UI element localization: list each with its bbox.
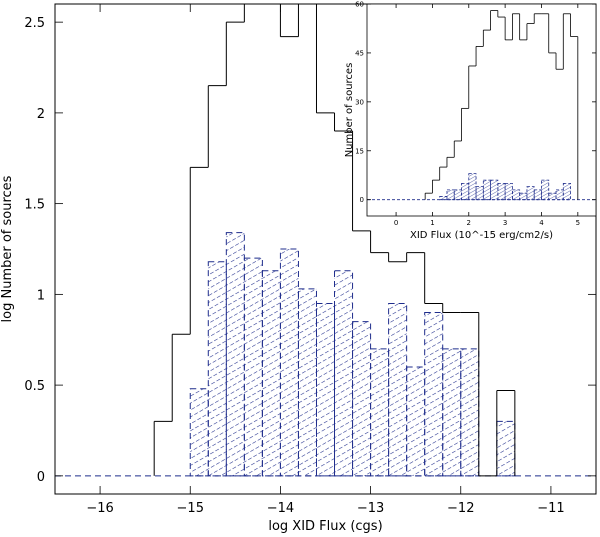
main-y-tick-label: 2.5 (24, 16, 45, 31)
inset-y-tick-label: 15 (355, 147, 364, 155)
main-subset-bar (334, 270, 354, 477)
main-subset-bar (261, 270, 281, 477)
main-x-tick-label: −15 (177, 501, 204, 516)
main-x-tick-label: −11 (537, 501, 564, 516)
main-y-axis-label: log Number of sources (0, 175, 15, 322)
main-y-ticks: 0 0.5 1 1.5 2 2.5 (24, 16, 596, 485)
main-subset-bar (297, 288, 317, 477)
main-subset-bar (207, 261, 227, 477)
inset-x-tick-label: 4 (539, 219, 544, 227)
inset-y-axis-label: Number of sources (344, 63, 355, 158)
main-subset-bar (189, 388, 209, 477)
inset-subset-bar (497, 182, 506, 201)
main-y-tick-label: 1.5 (24, 198, 45, 213)
main-subset-bar (279, 248, 299, 477)
main-plot-frame (54, 3, 597, 495)
inset-background (367, 4, 596, 216)
inset-subset-bar (468, 173, 477, 201)
inset-subset-bar (453, 189, 462, 201)
main-subset-bar (315, 302, 336, 477)
main-subset-bar (424, 312, 444, 477)
inset-y-tick-label: 60 (355, 1, 364, 9)
main-y-tick-label: 1 (37, 288, 45, 303)
main-subset-bar (460, 348, 480, 477)
inset-x-ticks: 0 1 2 3 4 5 (394, 4, 580, 227)
main-y-tick-label: 2 (37, 107, 45, 122)
inset-subset-bar (555, 189, 564, 201)
main-x-axis-label: log XID Flux (cgs) (268, 519, 382, 534)
main-subset-bar (243, 257, 263, 477)
main-x-tick-label: −12 (447, 501, 474, 516)
inset-subset-bar (475, 186, 484, 201)
main-subset-bar (352, 321, 372, 477)
inset-y-tick-label: 30 (355, 98, 364, 106)
main-chart: −16 −15 −14 −13 −12 −11 0 0.5 1 1.5 2 2.5 log XID … (0, 3, 597, 534)
inset-plot-area (367, 10, 596, 201)
main-x-tick-label: −13 (357, 501, 384, 516)
main-subset-bar (388, 302, 408, 477)
main-subset-bar (370, 348, 390, 477)
main-plot-area (55, 3, 596, 477)
main-subset-bar (406, 366, 426, 477)
inset-subset-bar (511, 189, 521, 201)
inset-subset-bar (439, 196, 448, 201)
main-x-tick-label: −16 (86, 501, 113, 516)
main-y-tick-label: 0.5 (24, 379, 45, 394)
inset-subset-bar (562, 182, 571, 201)
inset-subset-bar (541, 179, 550, 201)
inset-x-tick-label: 3 (503, 219, 507, 227)
inset-subset-bar (461, 182, 470, 201)
inset-x-axis-label: XID Flux (10^-15 erg/cm2/s) (410, 230, 553, 241)
main-x-tick-label: −14 (267, 501, 294, 516)
inset-y-tick-label: 45 (355, 49, 364, 57)
inset-subset-bar (446, 189, 455, 201)
inset-y-ticks: 0 15 30 45 60 (355, 1, 596, 204)
inset-subset-bar (482, 179, 491, 201)
main-subset-bar (496, 420, 516, 477)
inset-x-tick-label: 0 (394, 219, 398, 227)
main-subset-bar (225, 232, 245, 477)
inset-subset-bar (548, 192, 557, 201)
inset-y-tick-label: 0 (360, 196, 364, 204)
main-x-ticks: −16 −15 −14 −13 −12 −11 (86, 4, 565, 516)
inset-x-tick-label: 1 (430, 219, 434, 227)
inset-subset-bar (504, 182, 513, 201)
inset-x-tick-label: 2 (467, 219, 471, 227)
main-subset-bar (442, 348, 462, 477)
inset-subset-bar (533, 189, 542, 201)
inset-subset-bar (519, 192, 528, 201)
inset-subset-bar (526, 186, 535, 201)
inset-x-tick-label: 5 (576, 219, 580, 227)
inset-subset-bar (490, 179, 499, 201)
inset-plot-frame (366, 3, 597, 217)
main-y-tick-label: 0 (37, 470, 45, 485)
